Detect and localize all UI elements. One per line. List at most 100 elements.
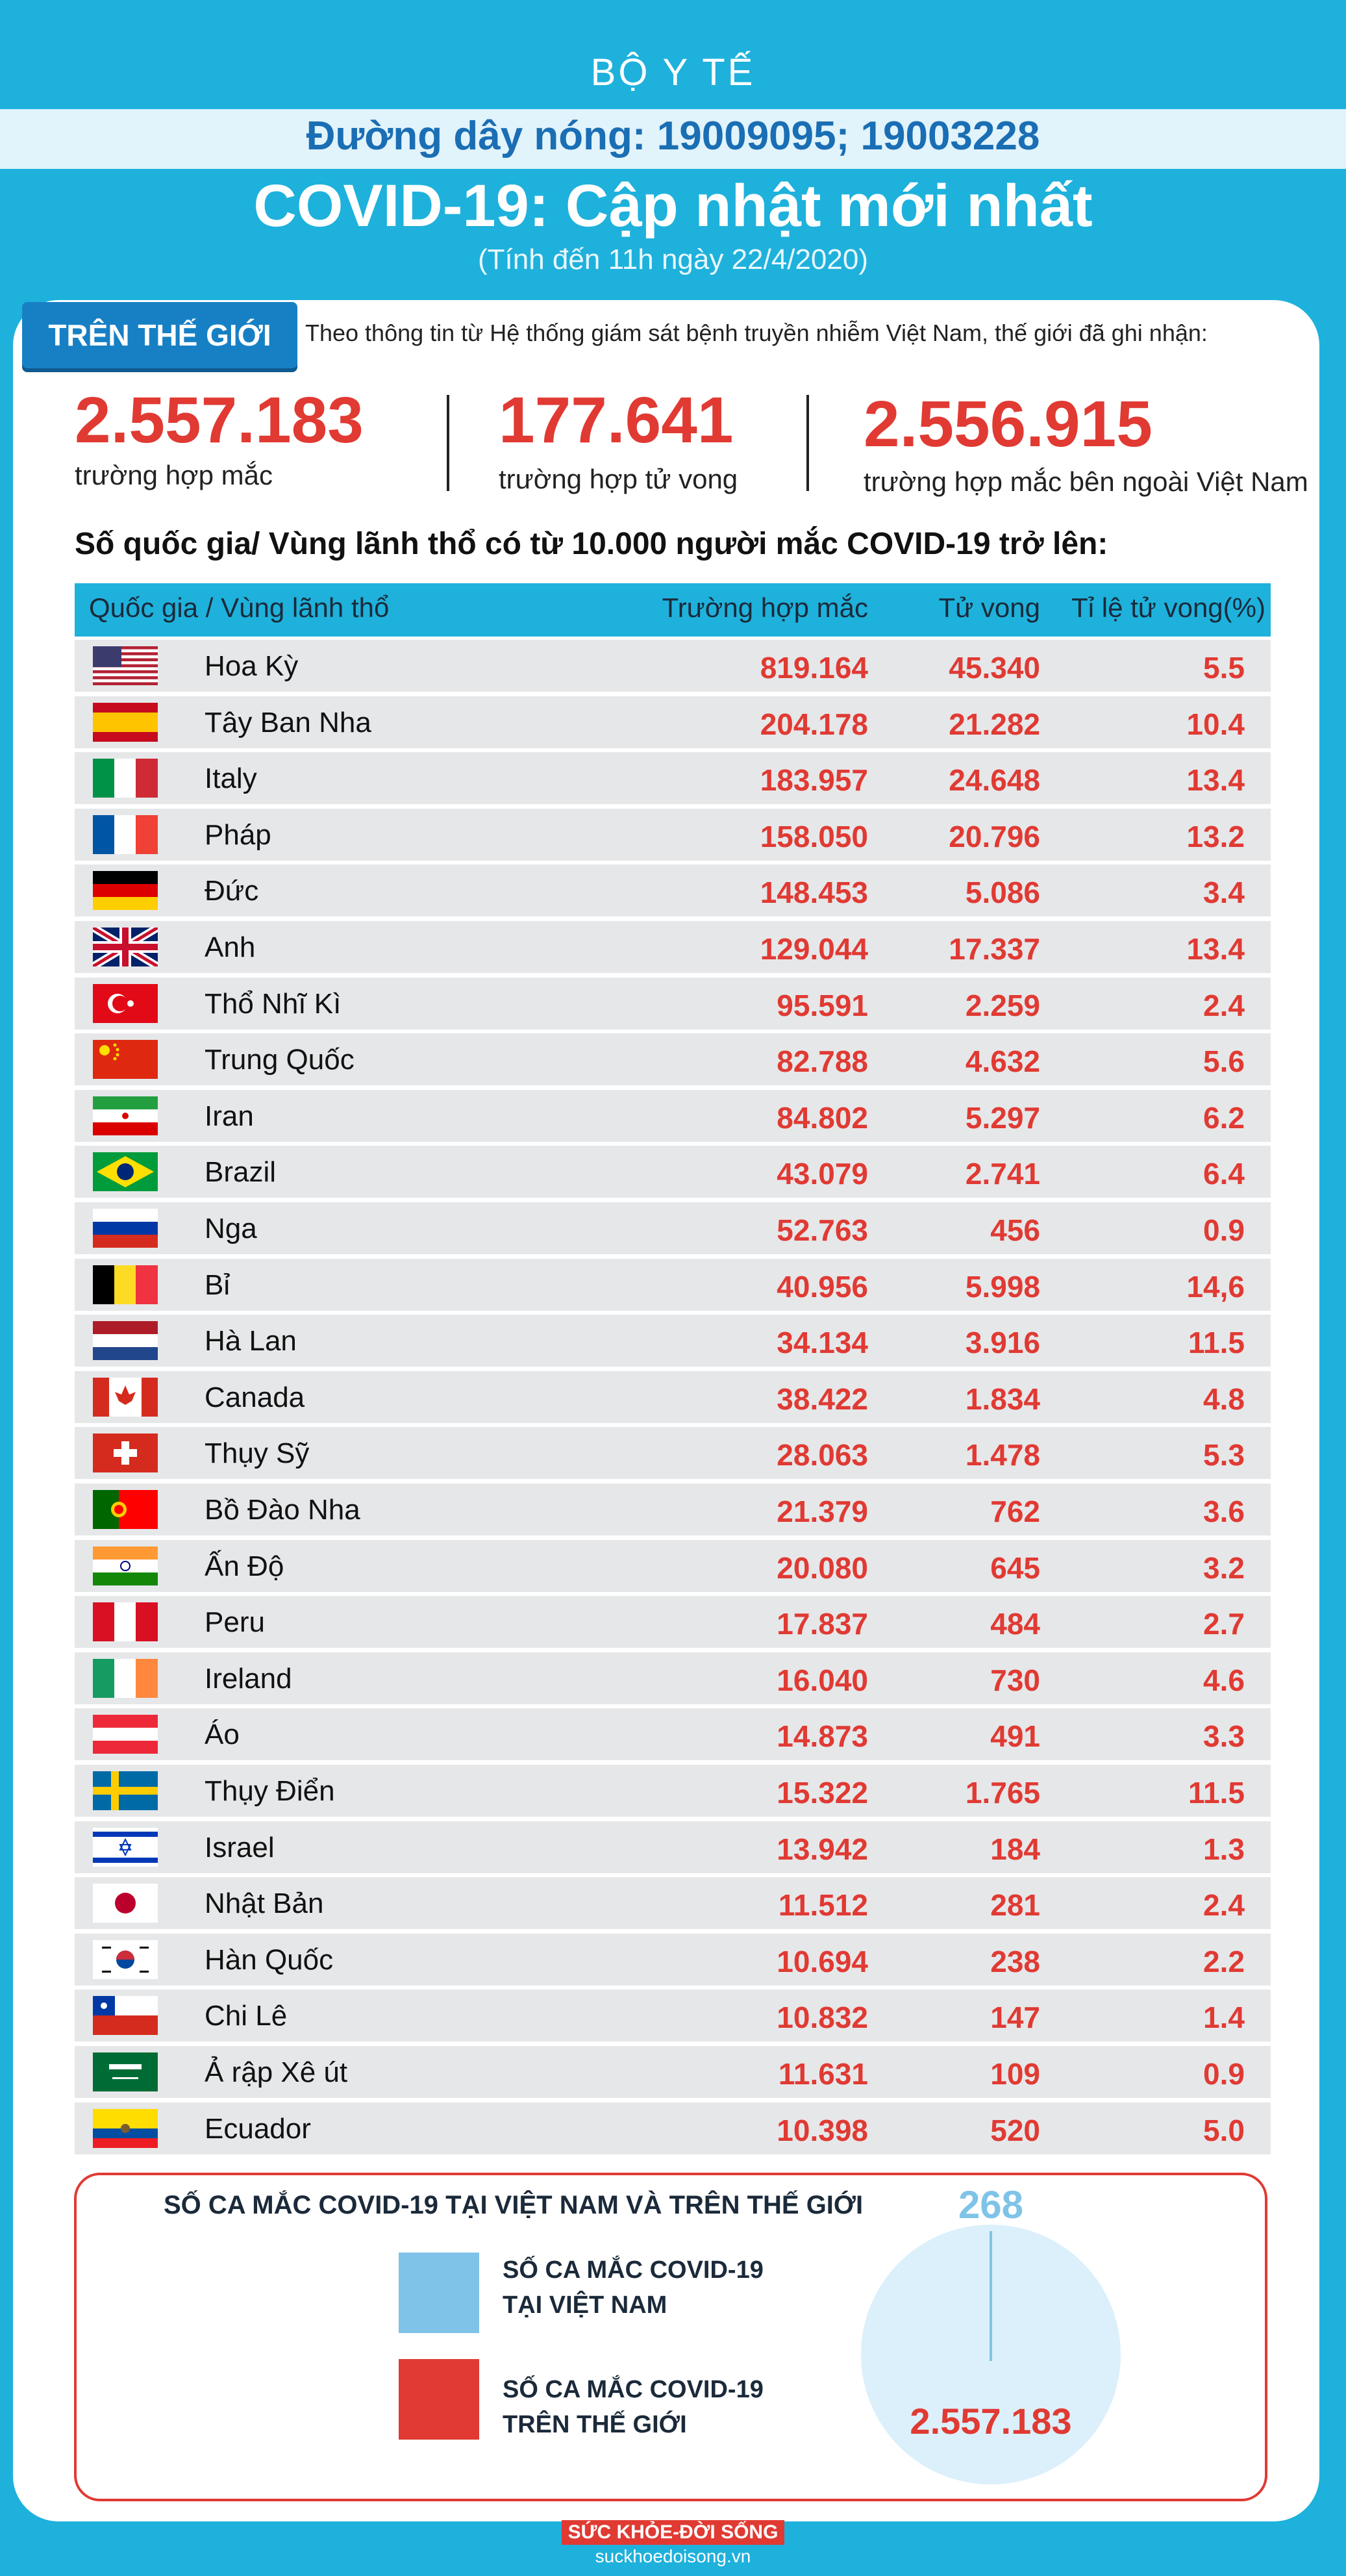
netherlands-flag-icon: [93, 1321, 158, 1361]
rate-value: 3.3: [1203, 1719, 1245, 1754]
deaths-value: 484: [990, 1607, 1040, 1641]
country-name: Brazil: [205, 1156, 277, 1189]
country-name: Ireland: [205, 1662, 292, 1695]
cases-value: 129.044: [760, 932, 868, 966]
rate-value: 2.2: [1203, 1944, 1245, 1978]
cases-value: 28.063: [777, 1438, 868, 1472]
cases-value: 84.802: [777, 1100, 868, 1135]
india-flag-icon: [93, 1546, 158, 1585]
country-name: Trung Quốc: [205, 1044, 355, 1076]
rate-value: 2.7: [1203, 1607, 1245, 1641]
rate-value: 6.2: [1203, 1100, 1245, 1135]
legend-world-label: SỐ CA MẮC COVID-19 TRÊN THẾ GIỚI: [503, 2372, 764, 2442]
israel-flag-icon: [93, 1827, 158, 1867]
logo-url: suckhoedoisong.vn: [595, 2546, 751, 2566]
country-name: Bồ Đào Nha: [205, 1494, 360, 1526]
stat-total-cases-label: trường hợp mắc: [75, 460, 273, 490]
rate-value: 0.9: [1203, 2057, 1245, 2091]
legend-world-swatch: [399, 2359, 479, 2440]
rate-value: 10.4: [1186, 707, 1245, 741]
stat-divider: [447, 395, 449, 491]
deaths-value: 5.086: [965, 876, 1040, 910]
table-row: Tây Ban Nha 204.178 21.282 10.4: [75, 696, 1271, 750]
country-name: Ấn Độ: [205, 1550, 284, 1582]
deaths-value: 762: [990, 1495, 1040, 1528]
country-name: Ecuador: [205, 2112, 311, 2145]
rate-value: 4.6: [1203, 1663, 1245, 1697]
country-name: Bỉ: [205, 1269, 231, 1301]
cases-value: 14.873: [777, 1719, 868, 1754]
hotline-bar: [0, 109, 1346, 169]
saudi-flag-icon: [93, 2052, 158, 2091]
table-row: Nga 52.763 456 0.9: [75, 1202, 1271, 1256]
deaths-value: 520: [990, 2113, 1040, 2147]
pie-vn-slice: [990, 2231, 992, 2361]
country-name: Áo: [205, 1719, 240, 1751]
rate-value: 13.2: [1186, 819, 1245, 853]
iran-flag-icon: [93, 1096, 158, 1135]
deaths-value: 17.337: [949, 932, 1040, 966]
deaths-value: 2.259: [965, 988, 1040, 1022]
deaths-value: 456: [990, 1213, 1040, 1247]
chile-flag-icon: [93, 1996, 158, 2036]
rate-value: 3.6: [1203, 1495, 1245, 1528]
cases-value: 13.942: [777, 1832, 868, 1866]
rate-value: 3.2: [1203, 1550, 1245, 1585]
deaths-value: 1.834: [965, 1382, 1040, 1416]
cases-value: 819.164: [760, 651, 868, 685]
page-subtitle: (Tính đến 11h ngày 22/4/2020): [478, 244, 868, 275]
table-row: Anh 129.044 17.337 13.4: [75, 921, 1271, 975]
rate-value: 2.4: [1203, 1888, 1245, 1923]
page-title: COVID-19: Cập nhật mới nhất: [253, 173, 1093, 239]
cases-value: 10.398: [777, 2113, 868, 2147]
country-name: Nga: [205, 1213, 257, 1244]
deaths-value: 5.297: [965, 1100, 1040, 1135]
deaths-value: 5.998: [965, 1269, 1040, 1304]
deaths-value: 2.741: [965, 1157, 1040, 1191]
rate-value: 4.8: [1203, 1382, 1245, 1416]
hotline-text: Đường dây nóng: 19009095; 19003228: [306, 114, 1040, 158]
table-row: Bỉ 40.956 5.998 14,6: [75, 1258, 1271, 1313]
deaths-value: 147: [990, 2001, 1040, 2035]
rate-value: 2.4: [1203, 988, 1245, 1022]
table-row: Israel 13.942 184 1.3: [75, 1821, 1271, 1875]
ecuador-flag-icon: [93, 2108, 158, 2148]
country-name: Anh: [205, 931, 256, 963]
rate-value: 5.0: [1203, 2113, 1245, 2147]
header-cases: Trường hợp mắc: [662, 592, 868, 623]
legend-vn-line2: TẠI VIỆT NAM: [503, 2292, 667, 2319]
table-row: Pháp 158.050 20.796 13.2: [75, 808, 1271, 863]
us-flag-icon: [93, 646, 158, 685]
deaths-value: 21.282: [949, 707, 1040, 741]
deaths-value: 3.916: [965, 1326, 1040, 1360]
canada-flag-icon: [93, 1377, 158, 1417]
table-row: Italy 183.957 24.648 13.4: [75, 752, 1271, 807]
cases-value: 11.512: [778, 1888, 868, 1923]
country-name: Italy: [205, 763, 257, 795]
rate-value: 5.5: [1203, 651, 1245, 685]
russia-flag-icon: [93, 1209, 158, 1248]
table-row: Trung Quốc 82.788 4.632 5.6: [75, 1033, 1271, 1088]
country-name: Peru: [205, 1606, 265, 1639]
cases-value: 10.832: [777, 2001, 868, 2035]
cases-value: 10.694: [777, 1944, 868, 1978]
table-row: Thụy Sỹ 28.063 1.478 5.3: [75, 1427, 1271, 1482]
country-name: Thụy Sỹ: [205, 1437, 310, 1470]
country-name: Iran: [205, 1100, 254, 1132]
france-flag-icon: [93, 814, 158, 854]
deaths-value: 645: [990, 1550, 1040, 1585]
footer-logo: SỨC KHỎE-ĐỜI SỐNG suckhoedoisong.vn: [0, 2520, 1346, 2567]
deaths-value: 109: [990, 2057, 1040, 2091]
cases-value: 16.040: [777, 1663, 868, 1697]
header-rate: Tỉ lệ tử vong(%): [1071, 592, 1265, 623]
cases-value: 158.050: [760, 819, 868, 853]
belgium-flag-icon: [93, 1265, 158, 1304]
stat-outside-vn-label: trường hợp mắc bên ngoài Việt Nam: [864, 466, 1308, 497]
table-row: Ireland 16.040 730 4.6: [75, 1652, 1271, 1706]
table-header: Quốc gia / Vùng lãnh thổ Trường hợp mắc …: [75, 583, 1271, 637]
peru-flag-icon: [93, 1602, 158, 1642]
table-row: Hà Lan 34.134 3.916 11.5: [75, 1315, 1271, 1369]
cases-value: 82.788: [777, 1044, 868, 1079]
cases-value: 148.453: [760, 876, 868, 910]
deaths-value: 238: [990, 1944, 1040, 1978]
